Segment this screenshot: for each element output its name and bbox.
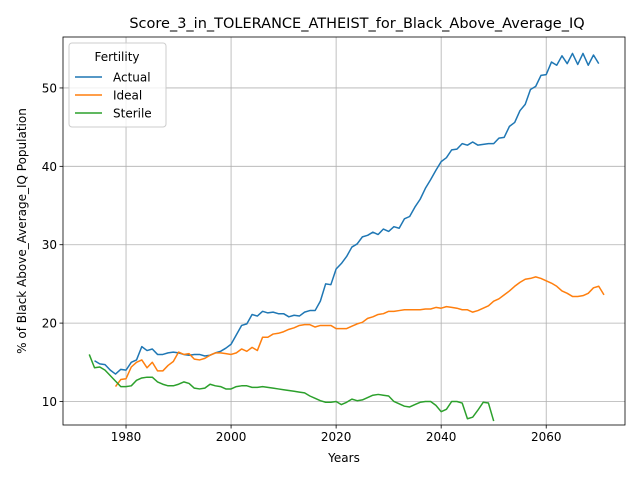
x-axis: 1980 2000 2020 2040 2060 — [111, 425, 562, 444]
y-tick-label: 50 — [42, 81, 57, 95]
chart-title: Score_3_in_TOLERANCE_ATHEIST_for_Black_A… — [129, 16, 584, 32]
legend-label-actual: Actual — [113, 71, 151, 85]
legend-title: Fertility — [94, 50, 139, 64]
grid-lines — [63, 37, 625, 425]
y-tick-label: 10 — [42, 395, 57, 409]
series-line-ideal — [114, 276, 605, 388]
x-axis-label: Years — [327, 451, 360, 465]
legend-box — [68, 42, 167, 128]
legend-label-sterile: Sterile — [113, 107, 152, 121]
y-tick-label: 40 — [42, 160, 57, 174]
y-tick-label: 20 — [42, 317, 57, 331]
plot-area — [88, 52, 605, 422]
x-tick-label: 2040 — [426, 430, 457, 444]
x-tick-label: 2060 — [531, 430, 562, 444]
y-axis-label: % of Black Above_Average_IQ Population — [15, 108, 29, 354]
series-line-sterile — [88, 354, 495, 422]
legend: Fertility Actual Ideal Sterile — [68, 42, 167, 128]
legend-items: Actual Ideal Sterile — [75, 71, 152, 121]
x-tick-label: 2020 — [321, 430, 352, 444]
x-tick-label: 1980 — [111, 430, 142, 444]
axes-frame — [62, 36, 626, 426]
y-tick-label: 30 — [42, 238, 57, 252]
x-tick-label: 2000 — [216, 430, 247, 444]
y-axis: 10 20 30 40 50 — [42, 81, 63, 409]
legend-label-ideal: Ideal — [113, 89, 142, 103]
